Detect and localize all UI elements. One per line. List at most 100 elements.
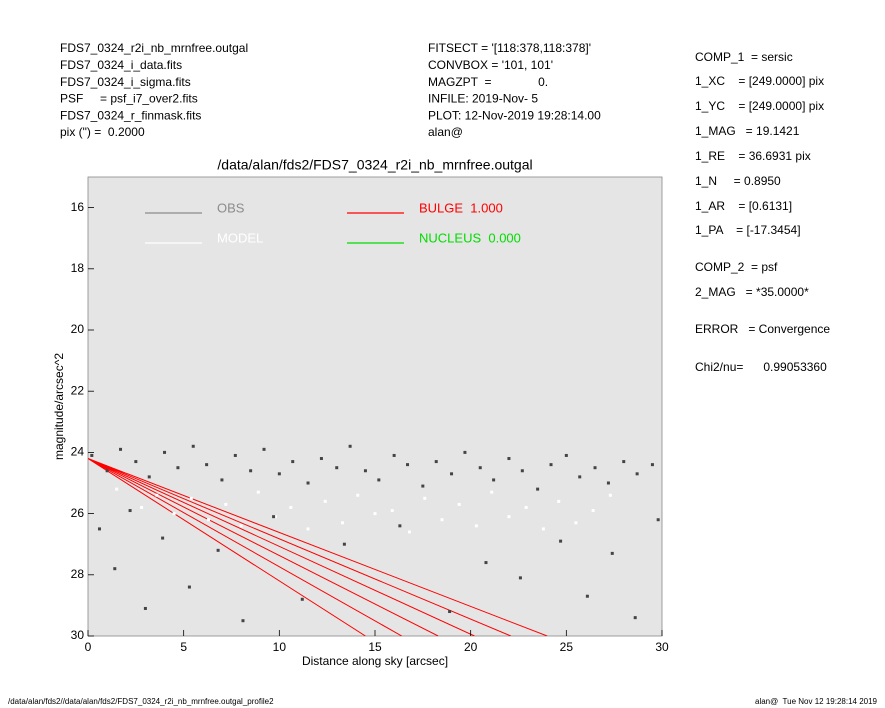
data-point [656,518,660,522]
data-point [335,466,339,470]
data-point [176,466,180,470]
data-point [593,466,597,470]
y-tick-label: 30 [71,628,85,642]
data-point [348,444,352,448]
data-point [191,444,195,448]
data-point [342,542,346,546]
data-point [119,447,123,451]
x-tick-label: 20 [464,640,478,654]
header-right: COMP_2 = psf [695,260,778,274]
data-point [274,515,278,519]
data-point [147,475,151,479]
data-point [249,469,253,473]
data-point [241,619,245,623]
data-point [187,585,191,589]
data-point [448,610,452,614]
data-point [90,453,94,457]
data-point [239,524,243,528]
data-point [507,515,511,519]
data-point [256,490,260,494]
header-middle: CONVBOX = '101, 101' [428,58,553,72]
data-point [155,493,159,497]
header-right: COMP_1 = sersic [695,50,793,64]
header-right: Chi2/nu= 0.99053360 [695,360,827,374]
data-point [564,453,568,457]
header-middle: alan@ [428,125,463,139]
legend-label: MODEL [217,230,263,245]
data-point [300,597,304,601]
data-point [161,536,165,540]
data-point [220,478,224,482]
x-tick-label: 0 [85,640,92,654]
y-tick-label: 28 [71,567,85,581]
header-right: 1_RE = 36.6931 pix [695,149,811,163]
header-left: PSF = psf_i7_over2.fits [60,92,198,106]
y-tick-label: 26 [71,506,85,520]
footer-right: alan@ Tue Nov 12 19:28:14 2019 [755,697,878,706]
data-point [306,527,310,531]
data-point [172,512,176,516]
data-point [608,493,612,497]
data-point [233,453,237,457]
header-middle: MAGZPT = 0. [428,75,548,89]
data-point [518,576,522,580]
data-point [205,463,209,467]
x-tick-label: 15 [368,640,382,654]
header-left: FDS7_0324_i_data.fits [60,58,182,72]
y-tick-label: 22 [71,383,85,397]
data-point [306,481,310,485]
data-point [407,530,411,534]
y-tick-label: 16 [71,200,85,214]
data-point [478,466,482,470]
data-point [373,512,377,516]
header-right: 1_YC = [249.0000] pix [695,99,824,113]
data-point [272,515,276,519]
x-axis-label: Distance along sky [arcsec] [302,654,448,668]
data-point [291,460,295,464]
data-point [635,472,639,476]
data-point [421,484,425,488]
data-point [289,505,293,509]
header-right: 1_MAG = 19.1421 [695,124,800,138]
header-left: pix (") = 0.2000 [60,125,145,139]
data-point [574,521,578,525]
data-point [557,499,561,503]
data-point [224,502,228,506]
data-point [262,447,266,451]
data-point [163,450,167,454]
header-right: 1_XC = [249.0000] pix [695,74,824,88]
data-point [457,502,461,506]
y-axis-label: magnitude/arcsec^2 [52,353,66,460]
header-left: FDS7_0324_i_sigma.fits [60,75,191,89]
x-tick-label: 10 [273,640,287,654]
data-point [406,463,410,467]
data-point [507,457,511,461]
data-point [115,487,119,491]
data-point [216,548,220,552]
header-right: 1_AR = [0.6131] [695,199,792,213]
data-point [207,518,211,522]
x-tick-label: 25 [560,640,574,654]
header-middle: INFILE: 2019-Nov- 5 [428,92,538,106]
data-point [356,493,360,497]
data-point [434,460,438,464]
legend-label: OBS [217,200,245,215]
data-point [277,472,281,476]
data-point [484,561,488,565]
header-right: 1_PA = [-17.3454] [695,223,801,237]
data-point [440,518,444,522]
footer-left: /data/alan/fds2//data/alan/fds2/FDS7_032… [8,697,274,706]
data-point [541,527,545,531]
data-point [474,524,478,528]
data-point [622,460,626,464]
header-right: 1_N = 0.8950 [695,174,781,188]
data-point [490,490,494,494]
data-point [536,487,540,491]
data-line [88,458,548,636]
header-left: FDS7_0324_r2i_nb_mrnfree.outgal [60,41,248,55]
plot-area [87,176,663,637]
data-point [398,524,402,528]
data-point [323,499,327,503]
data-point [591,509,595,513]
